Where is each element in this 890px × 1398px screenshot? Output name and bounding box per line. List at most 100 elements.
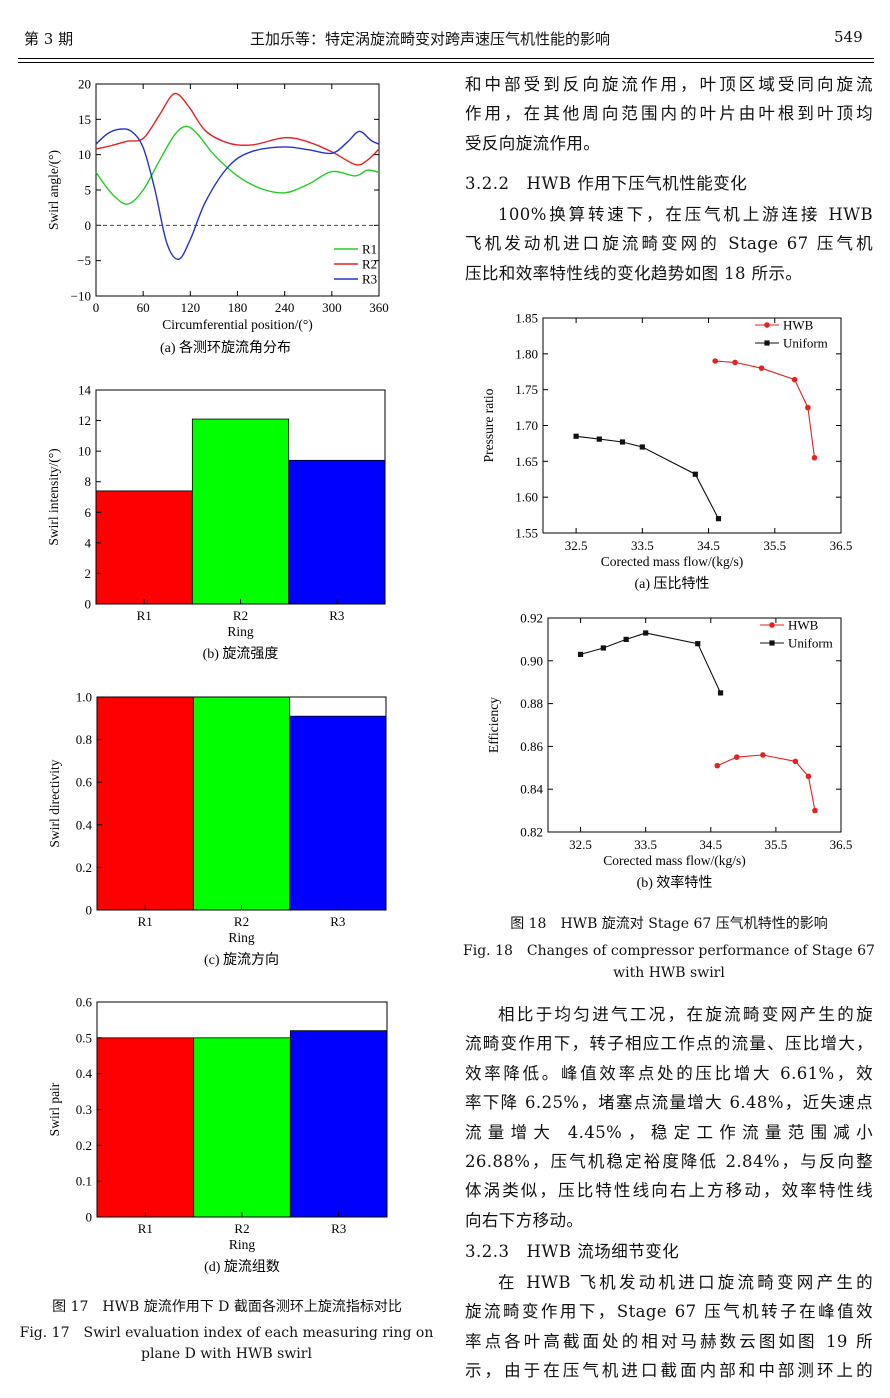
text-line: 向右下方移动。: [465, 1210, 584, 1230]
bar-r2: [192, 696, 291, 911]
subfigure-caption: (c) 旋流方向: [204, 952, 279, 968]
data-point-uniform: [573, 433, 579, 439]
data-point-hwb: [805, 404, 811, 411]
header-rule-thin: [18, 62, 874, 63]
y-tick-label: 0.86: [520, 739, 543, 754]
data-point-uniform: [639, 444, 645, 450]
series-line-r3: [95, 128, 380, 261]
text-line: 率点各叶高截面处的相对马赫数云图如图 19 所: [465, 1331, 873, 1351]
data-point-uniform: [715, 516, 722, 522]
x-tick-label: 36.5: [830, 837, 853, 852]
legend-marker-uniform: [764, 340, 770, 346]
y-tick-label: 0.3: [76, 1102, 92, 1117]
issue-number: 第 3 期: [24, 30, 74, 48]
x-axis-label: Ring: [227, 624, 254, 639]
text-line: 作用，在其他周向范围内的叶片由叶根到叶顶均: [465, 104, 873, 124]
fig17-caption-cn: 图 17 HWB 旋流作用下 D 截面各测环上旋流指标对比: [52, 1299, 402, 1315]
data-point-hwb: [732, 359, 738, 366]
y-tick-label: 0: [86, 903, 93, 918]
y-tick-label: 0.1: [76, 1174, 92, 1189]
data-point-hwb: [792, 758, 799, 765]
paragraph-continued: 和中部受到反向旋流作用，叶顶区域受同向旋流 作用，在其他周向范围内的叶片由叶根到…: [465, 70, 873, 158]
page-number: 549: [834, 28, 863, 46]
text-line: 飞机发动机进口旋流畸变网的 Stage 67 压气机: [465, 234, 873, 254]
text-line: 在 HWB 飞机发动机进口旋流畸变网产生的: [498, 1273, 873, 1292]
y-tick-label: 0.84: [520, 782, 543, 797]
y-tick-label: 0.5: [76, 1030, 92, 1045]
data-point-uniform: [695, 641, 701, 647]
running-title: 王加乐等：特定涡旋流畸变对跨声速压气机性能的影响: [250, 30, 611, 48]
y-tick-label: 20: [78, 77, 91, 92]
series-line-uniform: [580, 632, 721, 694]
fig17-caption-en-1: Fig. 17 Swirl evaluation index of each m…: [19, 1325, 434, 1341]
x-tick-label: R1: [138, 1221, 153, 1236]
x-tick-label: 34.5: [699, 837, 722, 852]
text-line: 流量增大 4.45%，稳定工作流量范围减小: [465, 1122, 873, 1142]
header-rule-thick: [18, 58, 874, 59]
bar-r1: [95, 490, 193, 605]
x-axis-label: Circumferential position/(°): [162, 317, 312, 332]
data-point-hwb: [758, 365, 765, 371]
text-line: 示，由于在压气机进口截面内部和中部测环上的: [465, 1361, 873, 1381]
data-point-hwb: [714, 762, 721, 769]
fig18-caption-en-1: Fig. 18 Changes of compressor performanc…: [463, 943, 875, 959]
fig18-caption-cn: 图 18 HWB 旋流对 Stage 67 压气机特性的影响: [510, 916, 828, 932]
text-line: 效率降低。峰值效率点处的压比增大 6.61%，效: [465, 1063, 873, 1083]
x-tick-label: 34.5: [697, 538, 720, 553]
running-header: 第 3 期 王加乐等：特定涡旋流畸变对跨声速压气机性能的影响 549: [0, 0, 890, 62]
text-line: 受反向旋流作用。: [465, 133, 601, 153]
y-tick-label: 0: [86, 1210, 93, 1225]
y-tick-label: 0: [85, 597, 92, 612]
bar-r3: [289, 715, 387, 911]
y-tick-label: 1.65: [515, 454, 538, 469]
fig17-caption-en-2: plane D with HWB swirl: [141, 1346, 312, 1362]
y-tick-label: 1.80: [515, 346, 538, 361]
y-tick-label: 15: [78, 112, 91, 127]
paragraph-performance-comparison: 相比于均匀进气工况，在旋流畸变网产生的旋 流畸变作用下，转子相应工作点的流量、压…: [465, 1000, 873, 1235]
x-tick-label: 33.5: [634, 837, 657, 852]
text-line: 压比和效率特性线的变化趋势如图 18 所示。: [465, 263, 803, 283]
x-tick-label: R2: [234, 1221, 249, 1236]
data-point-uniform: [600, 645, 606, 651]
chart-fig17a-swirl-angle: −10 −5 0 5 10 15 20 Swirl angle/(°) 0 60 120 180 240…: [46, 77, 389, 357]
bar-r3: [288, 459, 386, 605]
x-tick-label: R1: [138, 914, 153, 929]
y-tick-label: 1.60: [515, 490, 538, 505]
x-axis-label: Corected mass flow/(kg/s): [601, 554, 743, 569]
chart-fig18b-efficiency: 0.82 0.84 0.86 0.88 0.90 0.92 Efficiency 32.5 33…: [486, 611, 853, 892]
x-tick-label: R3: [330, 914, 345, 929]
y-tick-label: 10: [78, 444, 91, 459]
x-tick-label: 35.5: [765, 837, 788, 852]
legend-marker-hwb: [764, 322, 770, 328]
x-tick-label: 60: [137, 300, 150, 315]
data-point-hwb: [805, 773, 812, 780]
y-axis-label: Pressure ratio: [481, 388, 496, 462]
y-tick-label: 0.90: [520, 653, 543, 668]
y-tick-label: −10: [71, 289, 91, 304]
y-axis-label: Swirl pair: [47, 1082, 62, 1136]
y-axis-label: Swirl directivity: [47, 759, 62, 847]
data-point-uniform: [596, 436, 602, 442]
y-tick-label: 1.70: [515, 418, 538, 433]
y-tick-label: 0.4: [76, 817, 93, 832]
text-line: 流畸变作用下，转子相应工作点的流量、压比增大，: [465, 1034, 873, 1054]
legend-marker-uniform: [769, 640, 775, 646]
legend-label-uniform: Uniform: [788, 636, 833, 651]
data-point-hwb: [734, 754, 740, 760]
legend-label-hwb: HWB: [783, 318, 814, 333]
text-line: 100%换算转速下，在压气机上游连接 HWB: [498, 205, 873, 224]
x-tick-label: R2: [234, 914, 249, 929]
bar-r2: [191, 418, 290, 605]
y-tick-label: 12: [78, 413, 91, 428]
chart-fig17b-swirl-intensity: 0 2 4 6 8 10 12 14 Swirl intensity/(°) R1 R2 R3 Ring…: [46, 383, 386, 662]
y-tick-label: 1.85: [515, 311, 538, 326]
subfigure-caption: (a) 各测环旋流角分布: [160, 340, 291, 356]
fig18-caption-en-2: with HWB swirl: [613, 965, 725, 981]
x-axis-label: Ring: [229, 1237, 256, 1252]
x-tick-label: R1: [137, 608, 152, 623]
series-line-hwb: [717, 754, 816, 811]
legend-marker-hwb: [769, 622, 775, 628]
y-tick-label: 0.88: [520, 696, 543, 711]
y-tick-label: 0.6: [76, 775, 93, 790]
chart-fig17c-swirl-directivity: 0 0.2 0.4 0.6 0.8 1.0 Swirl directivity R1 R2 R3 R…: [47, 690, 387, 968]
